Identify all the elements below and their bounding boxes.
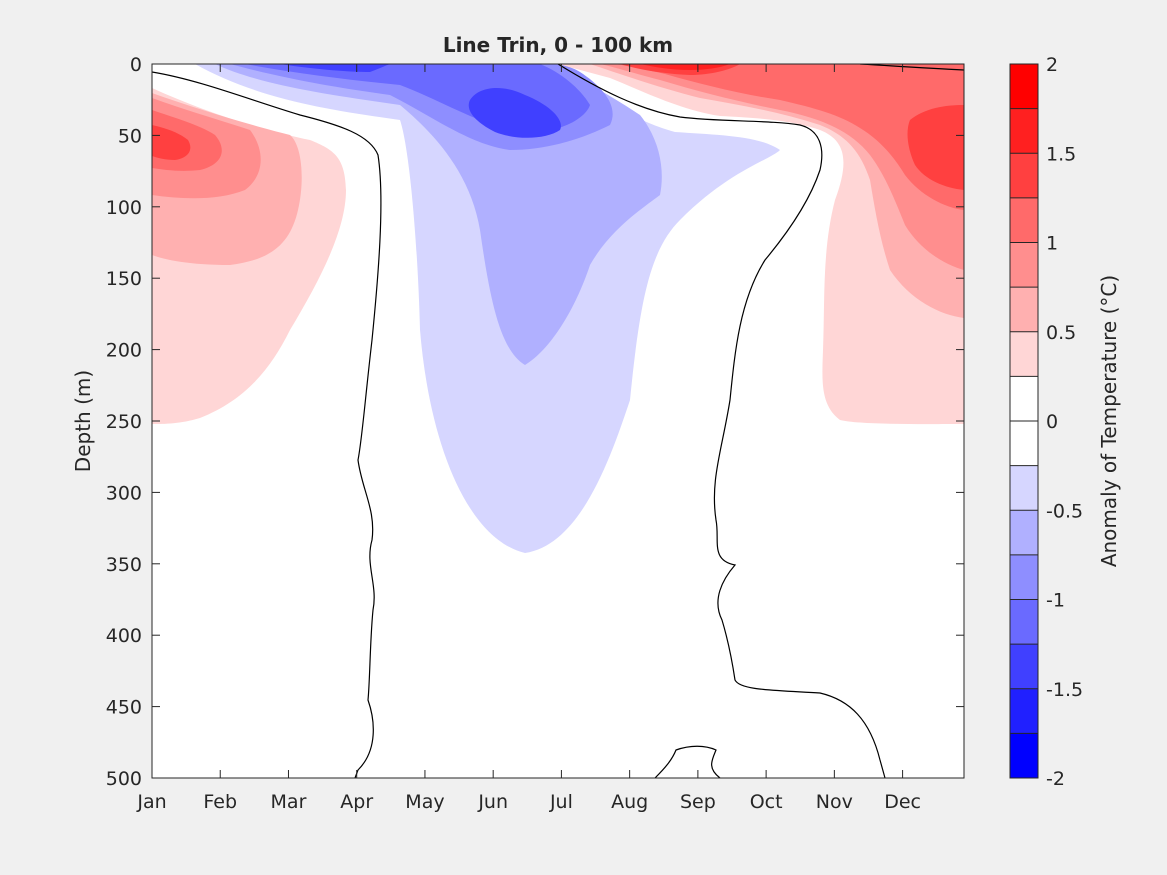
colorbar-tick-label: 0.5 — [1046, 322, 1076, 344]
y-tick-label: 250 — [106, 411, 142, 433]
x-tick-label: Jul — [549, 791, 573, 813]
colorbar-swatch — [1010, 465, 1038, 511]
contour-band-warm-1.25-right — [620, 64, 964, 190]
colorbar-swatch — [1010, 510, 1038, 555]
colorbar-swatch — [1010, 331, 1038, 377]
x-tick-label: Jan — [136, 791, 166, 813]
x-tick-label: Oct — [750, 791, 783, 813]
colorbar-swatch — [1010, 554, 1038, 600]
colorbar-swatch — [1010, 599, 1038, 645]
colorbar: -2 -1.5 -1 -0.5 0 0.5 1 1.5 2 — [1009, 54, 1083, 790]
zero-contour-line-4 — [654, 745, 721, 778]
y-tick-label: 500 — [106, 768, 142, 790]
colorbar-swatch — [1010, 108, 1038, 154]
y-tick-label: 0 — [130, 54, 142, 76]
colorbar-tick-label: -0.5 — [1046, 500, 1083, 522]
contour-band-warm-1.0-right — [600, 64, 964, 210]
y-tick-label: 450 — [106, 697, 142, 719]
colorbar-swatch — [1010, 376, 1038, 421]
colorbar-tick-label: 0 — [1046, 411, 1058, 433]
x-tick-label: Dec — [884, 791, 921, 813]
colorbar-swatch — [1010, 197, 1038, 243]
contour-band-warm-1.5-right — [640, 64, 730, 70]
x-tick-label: Sep — [680, 791, 716, 813]
y-tick-label: 300 — [106, 482, 142, 504]
colorbar-frame — [1009, 63, 1039, 779]
y-tick-label: 50 — [118, 125, 142, 147]
y-axis: 0 50 100 150 200 250 300 350 400 450 500 — [106, 54, 964, 790]
x-tick-label: Mar — [271, 791, 307, 813]
colorbar-tick-label: -2 — [1046, 768, 1065, 790]
y-tick-label: 200 — [106, 340, 142, 362]
colorbar-tick-label: 2 — [1046, 54, 1058, 76]
colorbar-swatch — [1010, 733, 1038, 778]
colorbar-tick-label: -1 — [1046, 590, 1065, 612]
zero-contour-line-1 — [152, 71, 382, 778]
colorbar-swatch — [1010, 421, 1038, 466]
y-tick-label: 100 — [106, 197, 142, 219]
zero-contours — [152, 64, 964, 778]
colorbar-swatch — [1010, 644, 1038, 689]
x-tick-label: Feb — [203, 791, 237, 813]
colorbar-tick-label: 1.5 — [1046, 143, 1076, 165]
chart-title: Line Trin, 0 - 100 km — [443, 33, 673, 57]
contour-fills — [152, 64, 964, 553]
colorbar-tick-label: 1 — [1046, 233, 1058, 255]
x-tick-label: May — [405, 791, 444, 813]
x-tick-label: Jun — [477, 791, 508, 813]
colorbar-swatch — [1010, 153, 1038, 198]
x-tick-label: Nov — [816, 791, 853, 813]
colorbar-swatch — [1010, 287, 1038, 332]
colorbar-label: Anomaly of Temperature (°C) — [1097, 275, 1121, 567]
x-tick-label: Aug — [611, 791, 648, 813]
plot-area — [151, 63, 965, 779]
colorbar-swatch — [1010, 242, 1038, 288]
colorbar-swatch — [1010, 688, 1038, 734]
zero-contour-line-2 — [557, 64, 886, 778]
y-tick-label: 350 — [106, 554, 142, 576]
colorbar-swatch — [1010, 64, 1038, 109]
y-tick-label: 400 — [106, 625, 142, 647]
colorbar-tick-label: -1.5 — [1046, 679, 1083, 701]
contour-band-cold-1.25 — [280, 64, 561, 138]
y-axis-label: Depth (m) — [71, 370, 95, 472]
contour-band-warm-1.25-left — [152, 125, 191, 160]
x-tick-label: Apr — [340, 791, 373, 813]
x-axis: Jan Feb Mar Apr May Jun Jul Aug Sep Oct Nov Dec — [136, 64, 921, 813]
y-tick-label: 150 — [106, 268, 142, 290]
